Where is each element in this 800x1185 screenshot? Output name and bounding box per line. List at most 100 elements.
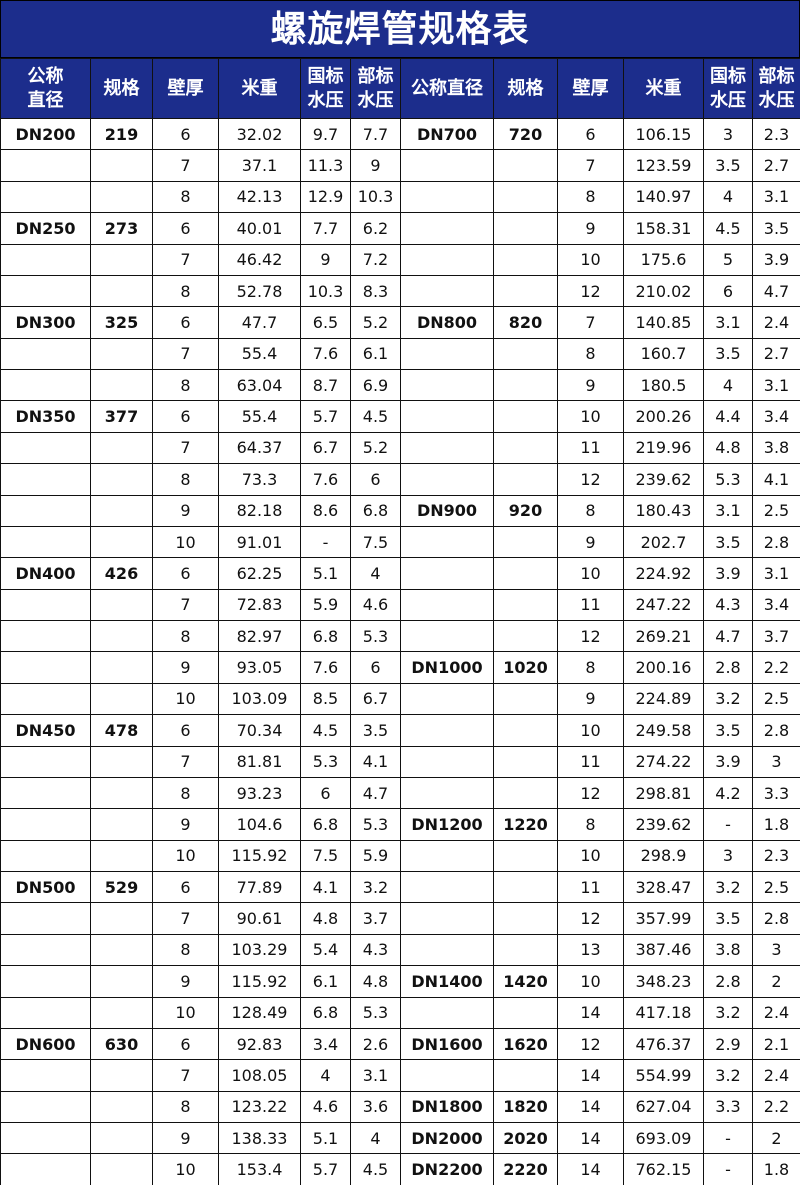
national-pressure-cell: -: [703, 808, 753, 841]
national-pressure-cell: 8.5: [300, 682, 351, 716]
national-pressure-cell: 3: [703, 117, 753, 151]
national-pressure-cell: 3.2: [703, 682, 753, 716]
wall-thickness-cell: 6: [152, 870, 219, 904]
spec-cell: [493, 368, 558, 402]
wall-thickness-cell: 10: [152, 682, 219, 716]
national-pressure-cell: 4.5: [300, 714, 351, 747]
ministry-pressure-cell: 6: [350, 651, 401, 684]
wall-thickness-cell: 7: [152, 243, 219, 276]
weight-per-meter-cell: 108.05: [218, 1059, 301, 1092]
spec-cell: [493, 902, 558, 935]
national-pressure-cell: 3.1: [703, 306, 753, 339]
wall-thickness-cell: 9: [557, 525, 624, 559]
header-weight-per-meter: 米重: [218, 58, 301, 119]
spec-cell: 529: [90, 870, 153, 904]
wall-thickness-cell: 8: [557, 337, 624, 371]
weight-per-meter-cell: 32.02: [218, 117, 301, 151]
weight-per-meter-cell: 93.05: [218, 651, 301, 684]
nominal-diameter-cell: DN300: [0, 306, 91, 339]
header-row: 公称 直径 规格 壁厚 米重 国标 水压 部标 水压 公称直径 规格 壁厚 米重 国标 水压 部标 水…: [0, 58, 800, 119]
national-pressure-cell: 4.8: [703, 431, 753, 465]
spec-cell: [90, 745, 153, 778]
ministry-pressure-cell: 3.1: [752, 557, 800, 590]
table-row: DN450 478 6 70.34 4.5 3.5 10 249.58 3.5 2.8: [0, 714, 800, 747]
table-row: 8 123.22 4.6 3.6 DN1800 1820 14 627.04 3.3 2.2: [0, 1090, 800, 1124]
wall-thickness-cell: 6: [152, 400, 219, 433]
weight-per-meter-cell: 123.59: [623, 149, 704, 182]
ministry-pressure-cell: 7.2: [350, 243, 401, 276]
ministry-pressure-cell: 3.7: [752, 619, 800, 653]
wall-thickness-cell: 7: [152, 745, 219, 778]
weight-per-meter-cell: 219.96: [623, 431, 704, 465]
nominal-diameter-cell: DN400: [0, 557, 91, 590]
nominal-diameter-cell: [0, 463, 91, 496]
spec-cell: 478: [90, 714, 153, 747]
nominal-diameter-cell: [400, 933, 494, 967]
spec-cell: [493, 525, 558, 559]
nominal-diameter-cell: DN500: [0, 870, 91, 904]
nominal-diameter-cell: [400, 463, 494, 496]
spec-cell: [493, 180, 558, 214]
wall-thickness-cell: 10: [557, 400, 624, 433]
nominal-diameter-cell: [0, 337, 91, 371]
weight-per-meter-cell: 42.13: [218, 180, 301, 214]
nominal-diameter-cell: [0, 902, 91, 935]
ministry-pressure-cell: 3.1: [752, 180, 800, 214]
header-nominal-diameter: 公称直径: [400, 58, 494, 119]
national-pressure-cell: 3.4: [300, 1027, 351, 1061]
ministry-pressure-cell: 2.3: [752, 839, 800, 873]
wall-thickness-cell: 8: [557, 180, 624, 214]
weight-per-meter-cell: 55.4: [218, 337, 301, 371]
wall-thickness-cell: 9: [557, 368, 624, 402]
wall-thickness-cell: 7: [557, 149, 624, 182]
national-pressure-cell: 5.1: [300, 1121, 351, 1155]
spec-cell: [493, 149, 558, 182]
ministry-pressure-cell: 2.7: [752, 337, 800, 371]
spec-cell: [90, 149, 153, 182]
wall-thickness-cell: 9: [152, 651, 219, 684]
table-row: 10 153.4 5.7 4.5 DN2200 2220 14 762.15-1.8: [0, 1153, 800, 1185]
ministry-pressure-cell: 3: [752, 933, 800, 967]
weight-per-meter-cell: 180.5: [623, 368, 704, 402]
ministry-pressure-cell: 1.8: [752, 808, 800, 841]
ministry-pressure-cell: 5.3: [350, 996, 401, 1029]
nominal-diameter-cell: [400, 149, 494, 182]
spec-cell: 920: [493, 494, 558, 527]
weight-per-meter-cell: 55.4: [218, 400, 301, 433]
national-pressure-cell: 5.9: [300, 588, 351, 622]
weight-per-meter-cell: 160.7: [623, 337, 704, 371]
wall-thickness-cell: 10: [152, 996, 219, 1029]
nominal-diameter-cell: [400, 525, 494, 559]
ministry-pressure-cell: 4.3: [350, 933, 401, 967]
nominal-diameter-cell: [0, 745, 91, 778]
spec-cell: [493, 996, 558, 1029]
nominal-diameter-cell: [0, 619, 91, 653]
nominal-diameter-cell: [0, 1153, 91, 1185]
nominal-diameter-cell: DN1200: [400, 808, 494, 841]
weight-per-meter-cell: 153.4: [218, 1153, 301, 1185]
spec-cell: 720: [493, 117, 558, 151]
spec-cell: [90, 808, 153, 841]
wall-thickness-cell: 12: [557, 463, 624, 496]
table-row: 10 103.09 8.5 6.7 9 224.89 3.2 2.5: [0, 682, 800, 716]
table-row: 8 63.04 8.7 6.9 9 180.5 4 3.1: [0, 368, 800, 402]
wall-thickness-cell: 10: [557, 714, 624, 747]
header-ministry-pressure: 部标 水压: [350, 58, 401, 119]
nominal-diameter-cell: [400, 337, 494, 371]
ministry-pressure-cell: 3.5: [350, 714, 401, 747]
national-pressure-cell: 6.8: [300, 619, 351, 653]
nominal-diameter-cell: [400, 714, 494, 747]
ministry-pressure-cell: 3.1: [752, 368, 800, 402]
spec-cell: [90, 839, 153, 873]
spec-cell: [90, 651, 153, 684]
wall-thickness-cell: 7: [152, 337, 219, 371]
ministry-pressure-cell: 5.2: [350, 431, 401, 465]
nominal-diameter-cell: [0, 274, 91, 308]
national-pressure-cell: 3.5: [703, 525, 753, 559]
spec-cell: [493, 243, 558, 276]
national-pressure-cell: 2.8: [703, 965, 753, 998]
spec-cell: [90, 933, 153, 967]
nominal-diameter-cell: [400, 870, 494, 904]
spec-cell: 2020: [493, 1121, 558, 1155]
table-row: DN300 325 6 47.7 6.5 5.2 DN800 820 7 140.85 3.1 2.4: [0, 306, 800, 339]
